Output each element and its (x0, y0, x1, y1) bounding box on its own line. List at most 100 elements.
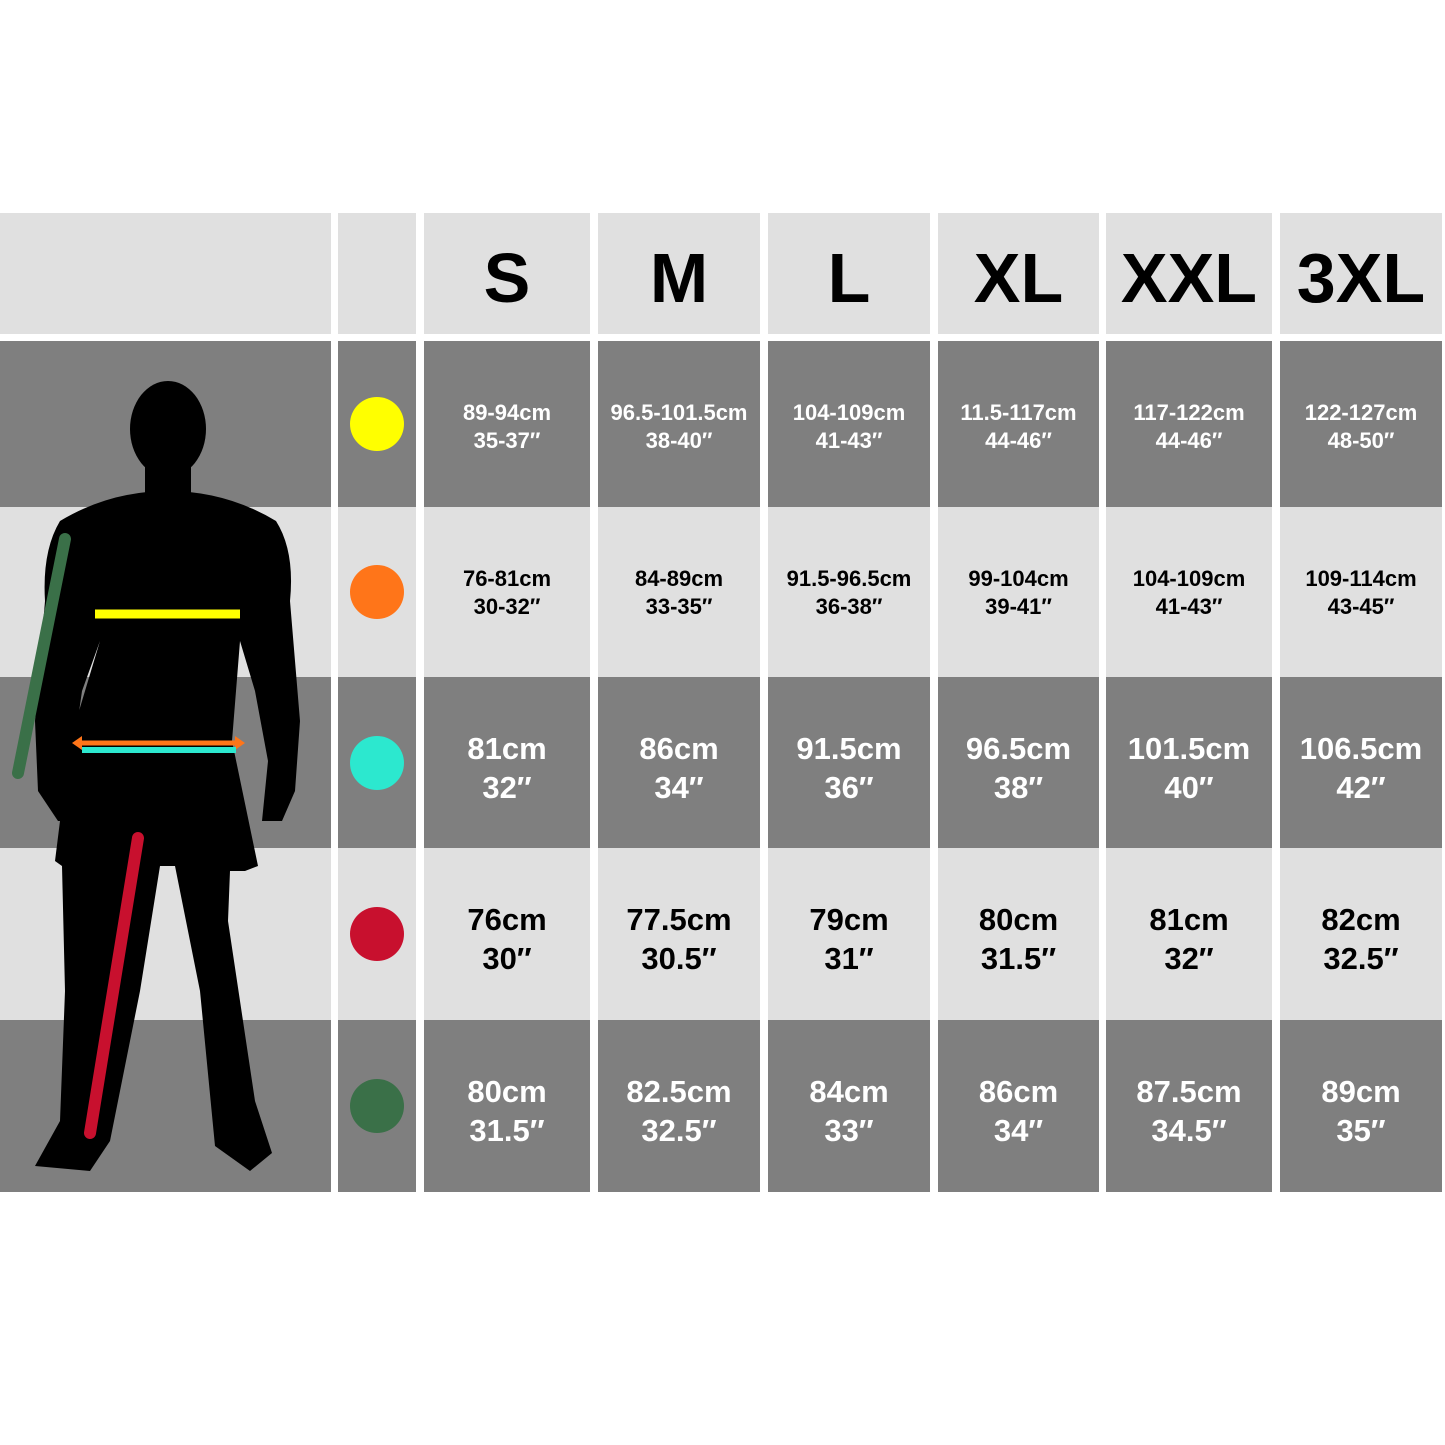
hip-dot-icon (350, 735, 404, 790)
measurement-cell: 99-104cm 39-41″ (938, 507, 1099, 677)
value-cm: 101.5cm (1127, 731, 1251, 766)
value-inch: 34″ (654, 770, 704, 805)
value-inch: 38″ (993, 770, 1044, 805)
measurement-cell: 76cm 30″ (424, 848, 590, 1020)
inseam-dot-icon (350, 907, 404, 961)
size-header-s: S (424, 213, 590, 334)
value-inch: 44-46″ (985, 428, 1052, 453)
value-cm: 87.5cm (1136, 1074, 1242, 1109)
value-inch: 42″ (1336, 770, 1386, 805)
measurement-cell: 87.5cm 34.5″ (1106, 1020, 1272, 1192)
value-cm: 80cm (978, 902, 1059, 937)
measurement-cell: 82cm 32.5″ (1280, 848, 1442, 1020)
marker-cell (338, 341, 416, 507)
measurement-cell: 96.5-101.5cm 38-40″ (598, 341, 760, 507)
value-cm: 86cm (978, 1074, 1059, 1109)
value-inch: 38-40″ (645, 428, 713, 453)
value-cm: 89cm (1321, 1074, 1401, 1109)
value-cm: 81cm (1149, 902, 1229, 937)
value-cm: 11.5-117cm (960, 400, 1077, 425)
value-cm: 79cm (809, 902, 889, 937)
marker-cell (338, 677, 416, 848)
value-cm: 104-109cm (792, 400, 906, 425)
value-inch: 43-45″ (1327, 594, 1395, 619)
measurement-cell: 86cm 34″ (598, 677, 760, 848)
measurement-cell: 106.5cm 42″ (1280, 677, 1442, 848)
size-header-xxl: XXL (1106, 213, 1272, 334)
value-cm: 86cm (639, 731, 719, 766)
value-inch: 36″ (824, 770, 874, 805)
value-cm: 81cm (467, 731, 547, 766)
value-cm: 91.5-96.5cm (786, 566, 912, 591)
value-inch: 36-38″ (815, 594, 883, 619)
measurement-cell: 91.5-96.5cm 36-38″ (768, 507, 930, 677)
value-cm: 76cm (467, 902, 547, 937)
measurement-cell: 80cm 31.5″ (424, 1020, 590, 1192)
sleeve-dot-icon (350, 1079, 404, 1133)
value-cm: 99-104cm (968, 566, 1069, 591)
value-inch: 31.5″ (469, 1113, 545, 1148)
value-cm: 80cm (467, 1074, 547, 1109)
value-cm: 122-127cm (1304, 400, 1418, 425)
header-marker-blank (338, 213, 416, 334)
measurement-cell: 11.5-117cm 44-46″ (938, 341, 1099, 507)
value-inch: 34″ (993, 1113, 1044, 1148)
measurement-cell: 86cm 34″ (938, 1020, 1099, 1192)
value-cm: 89-94cm (462, 400, 552, 425)
value-inch: 41-43″ (815, 428, 883, 453)
value-cm: 96.5-101.5cm (610, 400, 748, 425)
value-cm: 77.5cm (626, 902, 732, 937)
measurement-cell: 84cm 33″ (768, 1020, 930, 1192)
value-cm: 76-81cm (462, 566, 552, 591)
value-inch: 35″ (1336, 1113, 1386, 1148)
size-header-3xl: 3XL (1280, 213, 1442, 334)
measurement-cell: 77.5cm 30.5″ (598, 848, 760, 1020)
value-inch: 34.5″ (1151, 1113, 1227, 1148)
value-inch: 30-32″ (473, 594, 541, 619)
value-cm: 84-89cm (634, 566, 724, 591)
measurement-cell: 91.5cm 36″ (768, 677, 930, 848)
marker-cell (338, 1020, 416, 1192)
value-inch: 33″ (824, 1113, 874, 1148)
header-blank (0, 213, 331, 334)
measurement-cell: 104-109cm 41-43″ (1106, 507, 1272, 677)
measurement-cell: 76-81cm 30-32″ (424, 507, 590, 677)
value-inch: 44-46″ (1155, 428, 1223, 453)
value-cm: 106.5cm (1299, 731, 1423, 766)
value-inch: 35-37″ (473, 428, 541, 453)
value-cm: 84cm (809, 1074, 889, 1109)
value-inch: 31″ (824, 941, 874, 976)
measurement-cell: 117-122cm 44-46″ (1106, 341, 1272, 507)
size-header-m: M (598, 213, 760, 334)
measurement-cell: 89cm 35″ (1280, 1020, 1442, 1192)
value-inch: 30″ (482, 941, 532, 976)
value-inch: 48-50″ (1327, 428, 1395, 453)
size-header-xl: XL (938, 213, 1099, 334)
value-inch: 41-43″ (1155, 594, 1223, 619)
value-cm: 82cm (1321, 902, 1401, 937)
marker-cell (338, 848, 416, 1020)
chest-dot-icon (350, 397, 404, 451)
measurement-cell: 81cm 32″ (1106, 848, 1272, 1020)
value-cm: 104-109cm (1132, 566, 1246, 591)
value-inch: 31.5″ (980, 941, 1057, 976)
value-inch: 32″ (482, 770, 532, 805)
value-inch: 40″ (1164, 770, 1214, 805)
measurement-cell: 101.5cm 40″ (1106, 677, 1272, 848)
figure-bg-row (0, 848, 331, 1020)
value-inch: 30.5″ (641, 941, 717, 976)
measurement-cell: 104-109cm 41-43″ (768, 341, 930, 507)
measurement-cell: 122-127cm 48-50″ (1280, 341, 1442, 507)
value-cm: 91.5cm (796, 731, 902, 766)
value-inch: 39-41″ (985, 594, 1052, 619)
value-cm: 109-114cm (1305, 566, 1417, 591)
value-inch: 33-35″ (645, 594, 713, 619)
value-inch: 32″ (1164, 941, 1214, 976)
measurement-cell: 96.5cm 38″ (938, 677, 1099, 848)
marker-cell (338, 507, 416, 677)
measurement-cell: 82.5cm 32.5″ (598, 1020, 760, 1192)
value-inch: 32.5″ (1323, 941, 1399, 976)
size-header-l: L (768, 213, 930, 334)
measurement-cell: 109-114cm 43-45″ (1280, 507, 1442, 677)
measurement-cell: 89-94cm 35-37″ (424, 341, 590, 507)
